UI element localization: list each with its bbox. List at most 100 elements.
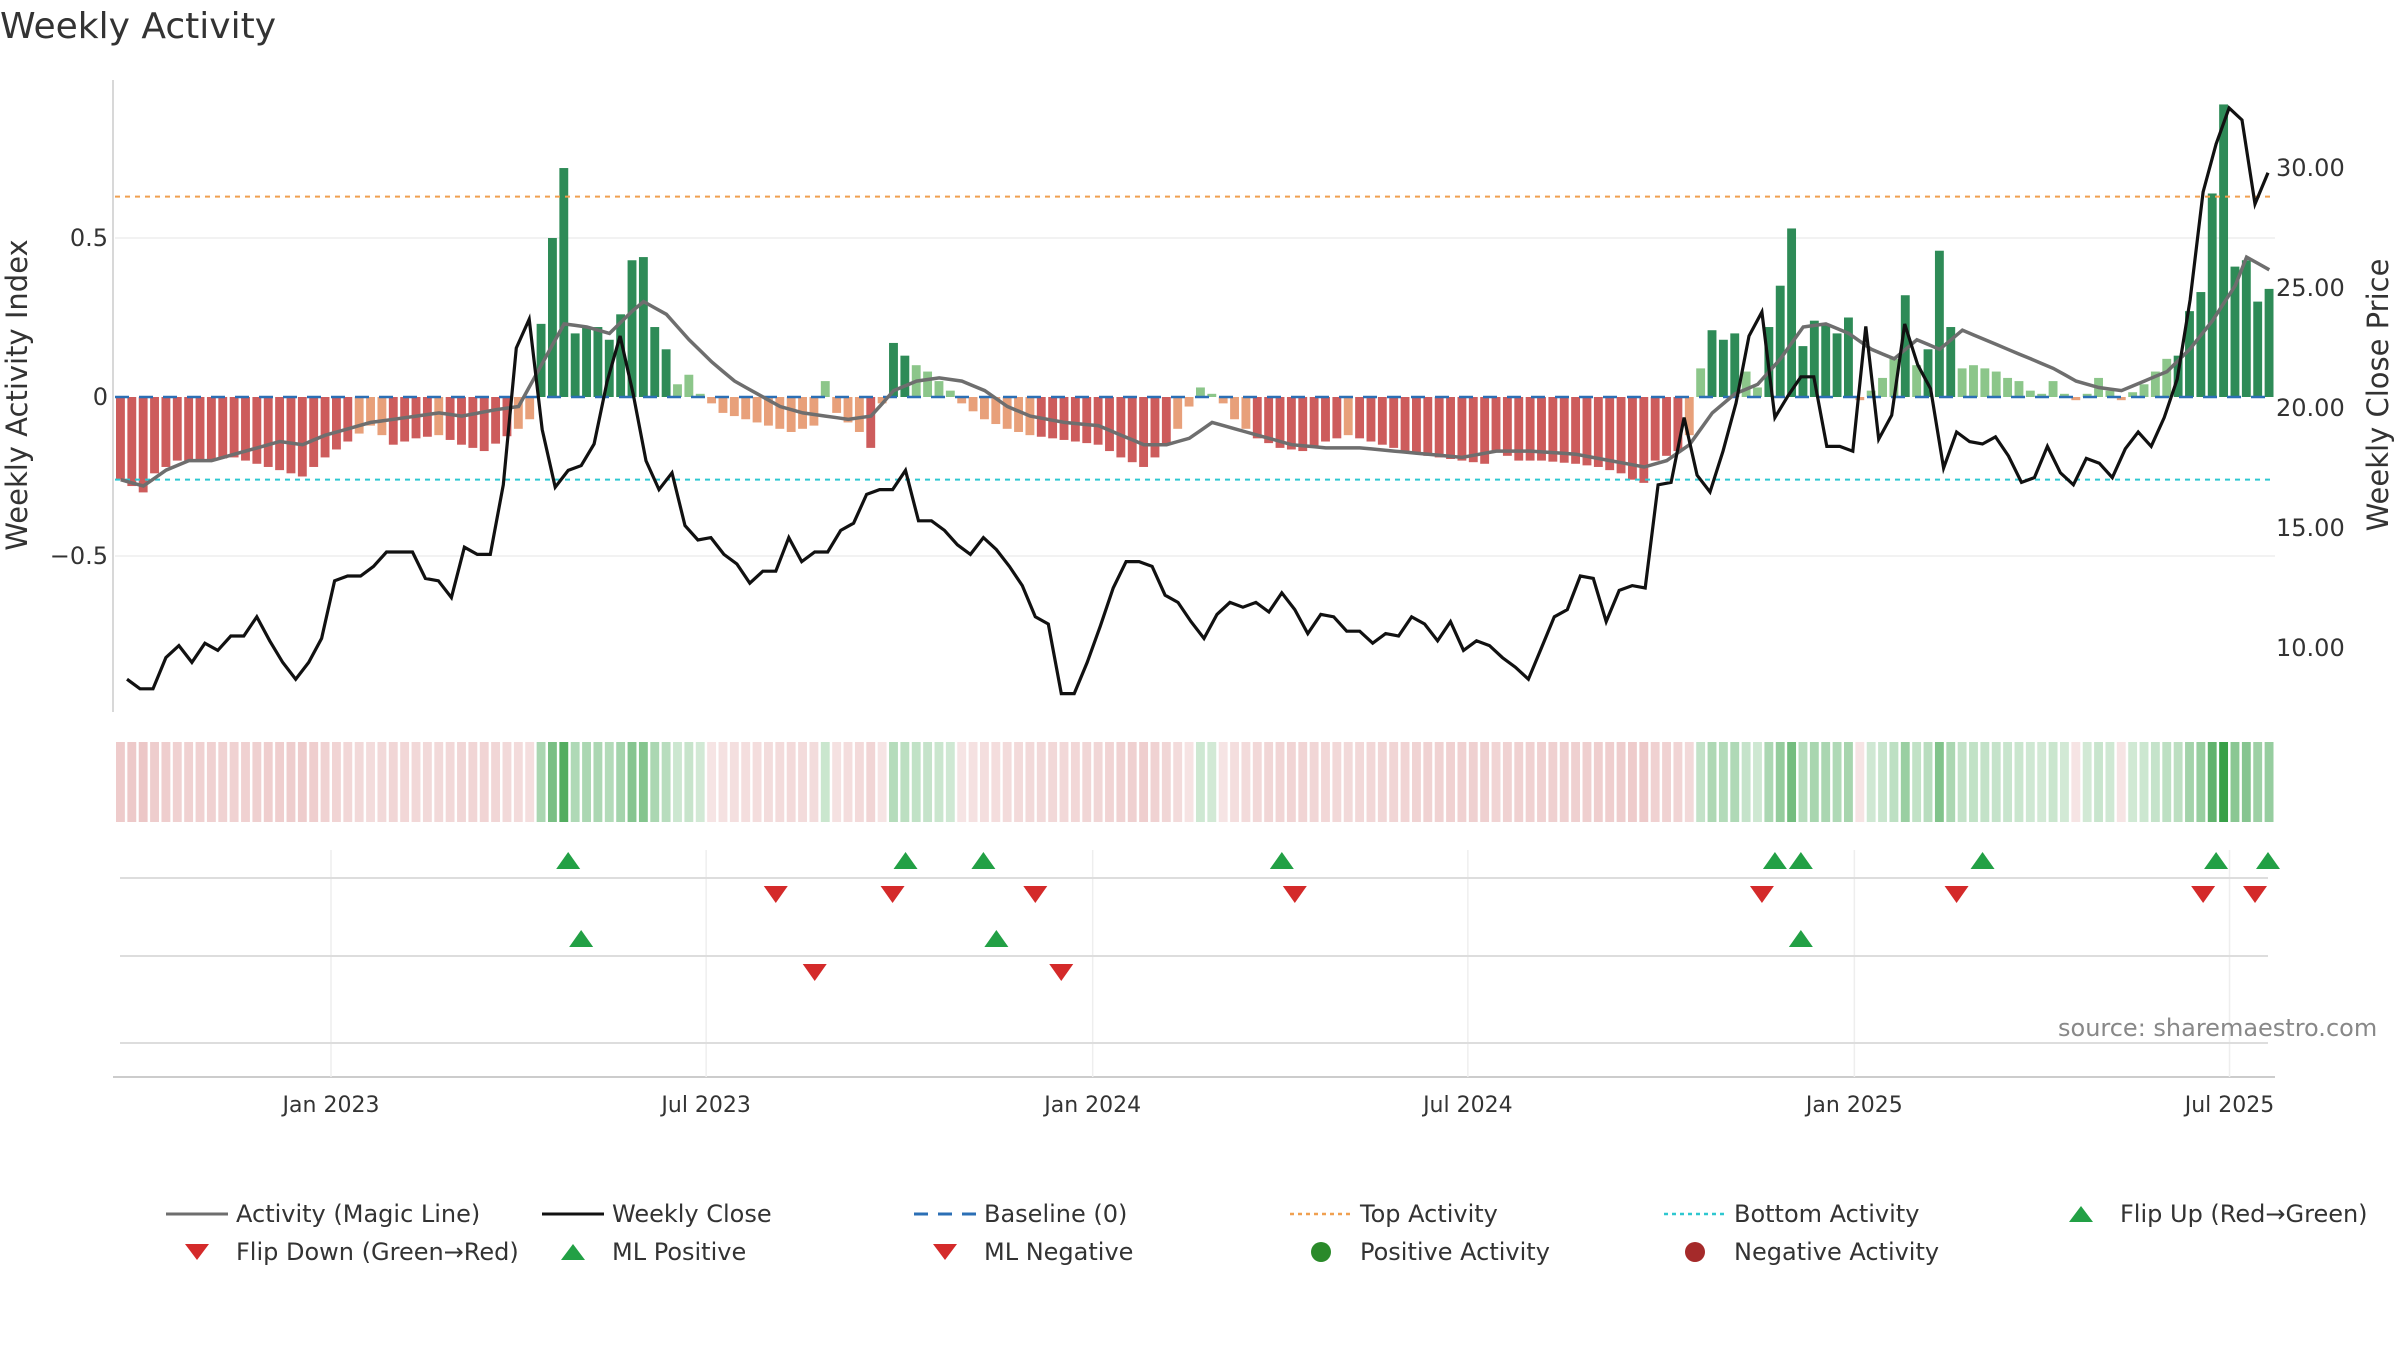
activity-bar (150, 397, 159, 474)
heat-strip-cell (2071, 742, 2081, 822)
heat-strip-cell (923, 742, 933, 822)
activity-bar (1491, 397, 1501, 452)
activity-bar (525, 397, 535, 420)
activity-bar (332, 397, 341, 450)
activity-bar (206, 397, 216, 460)
heat-strip-cell (809, 742, 819, 822)
heat-strip-cell (1969, 742, 1978, 822)
heat-strip-cell (798, 742, 807, 822)
ml-positive-marker (984, 930, 1009, 947)
heat-strip-cell (343, 742, 353, 822)
activity-bar (1730, 333, 1740, 397)
activity-bar (1150, 397, 1160, 458)
flip-down-marker (2243, 886, 2268, 903)
left-tick-label: 0.5 (70, 224, 108, 252)
activity-bar (1355, 397, 1365, 439)
heat-strip-cell (1457, 742, 1467, 822)
left-axis-label: Weekly Activity Index (0, 239, 34, 550)
heat-strip-cell (2037, 742, 2047, 822)
heat-strip-cell (1855, 742, 1865, 822)
right-tick-label: 15.00 (2276, 514, 2345, 542)
heat-strip-cell (2128, 742, 2138, 822)
heat-strip-cell (241, 742, 250, 822)
heat-strip-cell (2025, 742, 2035, 822)
heat-strip-cell (2082, 742, 2092, 822)
heat-strip-cell (297, 742, 307, 822)
activity-bar (786, 397, 796, 432)
heat-strip-cell (729, 742, 739, 822)
activity-bar (1718, 339, 1728, 397)
activity-bar (2128, 392, 2138, 397)
activity-bar (2082, 393, 2092, 397)
activity-bar (1934, 250, 1944, 397)
activity-bar (172, 397, 182, 461)
activity-bar (252, 397, 262, 464)
activity-bar (2150, 371, 2160, 397)
heat-strip-cell (1502, 742, 1512, 822)
heat-strip-cell (502, 742, 512, 822)
flip-down-marker (1944, 886, 1969, 903)
x-tick-label: Jan 2024 (1042, 1093, 1141, 1118)
heat-strip-cell (309, 742, 319, 822)
heat-strip-cell (468, 742, 478, 822)
heat-strip-cell (752, 742, 762, 822)
activity-bar (1991, 371, 2001, 397)
heat-strip-cell (1412, 742, 1421, 822)
activity-bar (1412, 397, 1421, 455)
flip-down-marker (1749, 886, 1774, 903)
activity-bar (275, 397, 285, 471)
activity-bar (1571, 397, 1581, 464)
legend-baseline-swatch (914, 1203, 976, 1225)
flip-up-marker (1970, 852, 1995, 869)
heat-strip-cell (1844, 742, 1853, 822)
heat-strip-cell (1059, 742, 1069, 822)
heat-strip-cell (116, 742, 125, 822)
heat-strip-cell (673, 742, 682, 822)
heat-strip-cell (832, 742, 842, 822)
x-tick-label: Jul 2023 (659, 1093, 751, 1118)
heat-strip-cell (1650, 742, 1660, 822)
activity-bar (1707, 330, 1717, 397)
activity-bar (1139, 397, 1149, 467)
heat-strip-cell (1616, 742, 1626, 822)
heat-strip-cell (764, 742, 773, 822)
heat-strip-cell (2094, 742, 2103, 822)
activity-bar (616, 314, 626, 397)
activity-bar (2105, 390, 2115, 397)
activity-bar (320, 397, 330, 458)
heat-strip-cell (161, 742, 171, 822)
heat-strip-cell (1150, 742, 1160, 822)
activity-bar (661, 349, 671, 397)
activity-bar (422, 397, 432, 437)
activity-bar (1241, 397, 1251, 429)
activity-bar (1582, 397, 1592, 466)
heat-strip-cell (1662, 742, 1671, 822)
activity-bar (1900, 295, 1910, 397)
legend-label: Flip Down (Green→Red) (236, 1238, 519, 1266)
activity-bar (1650, 397, 1660, 461)
legend-label: Top Activity (1360, 1200, 1498, 1228)
activity-bar (707, 397, 717, 404)
heat-strip-cell (1343, 742, 1353, 822)
weekly-close-series (126, 105, 2270, 696)
heat-strip-cell (2139, 742, 2149, 822)
heat-strip-cell (2048, 742, 2058, 822)
activity-bar (354, 397, 364, 434)
heat-strip-cell (1923, 742, 1933, 822)
positive-dot-icon (1290, 1241, 1352, 1263)
activity-bar (1514, 397, 1524, 461)
activity-bar (1184, 397, 1194, 407)
heat-strip-cell (957, 742, 967, 822)
heat-strip-cell (1537, 742, 1546, 822)
heat-strip-cell (889, 742, 898, 822)
heat-strip-cell (138, 742, 148, 822)
heat-strip-cell (1525, 742, 1535, 822)
flip-down-marker (2191, 886, 2216, 903)
activity-bar (1218, 397, 1228, 404)
activity-bar (2025, 390, 2035, 397)
heat-strip-cell (1298, 742, 1308, 822)
heat-strip-cell (1275, 742, 1285, 822)
activity-bar (138, 397, 148, 493)
activity-bar (991, 397, 1001, 425)
heat-strip-cell (877, 742, 887, 822)
